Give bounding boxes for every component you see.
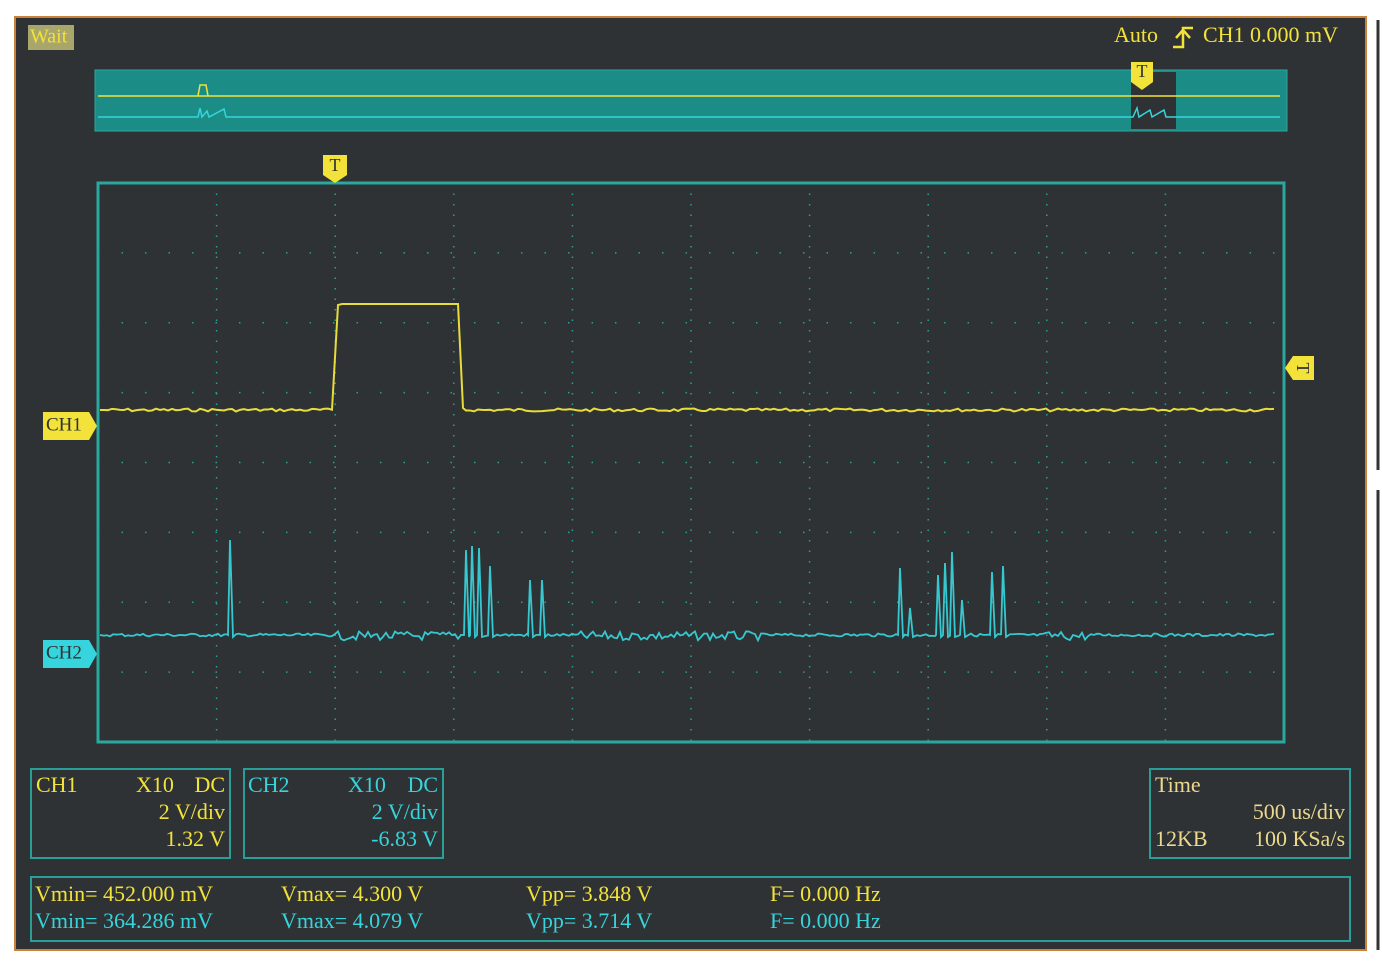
measurement: F= 0.000 Hz	[770, 908, 881, 933]
marker-label: CH2	[46, 642, 82, 663]
ch1-marker	[43, 412, 97, 440]
trigger-level-marker	[1285, 356, 1314, 380]
time-title: Time	[1155, 772, 1201, 797]
marker-label: T	[1293, 363, 1313, 374]
measurement: F= 0.000 Hz	[770, 881, 881, 906]
channel-name: CH2	[248, 772, 290, 797]
channel-name: CH1	[36, 772, 78, 797]
trigger-level: CH1 0.000 mV	[1203, 22, 1338, 47]
coupling: DC	[194, 772, 225, 797]
offset: -6.83 V	[371, 826, 438, 851]
graticule	[98, 183, 1284, 742]
status: Wait	[30, 26, 68, 48]
graticule-frame	[96, 181, 1286, 744]
ch2-waveform	[99, 539, 1275, 643]
trigger-position-marker	[323, 155, 347, 183]
overview-bar	[94, 69, 1288, 132]
measurement-panel	[30, 876, 1351, 942]
time-scale: 500 us/div	[1253, 799, 1345, 824]
ch1-panel	[30, 768, 231, 859]
volts-per-div: 2 V/div	[159, 799, 225, 824]
marker-label: CH1	[46, 414, 82, 435]
measurement: Vmin= 364.286 mV	[35, 908, 213, 933]
ch2-panel	[243, 768, 444, 859]
status-box	[28, 25, 74, 50]
volts-per-div: 2 V/div	[372, 799, 438, 824]
ch2-marker	[43, 640, 97, 668]
measurement: Vpp= 3.848 V	[526, 881, 652, 906]
ch1-waveform	[99, 303, 1275, 413]
trigger-edge-icon	[1173, 26, 1193, 49]
overview-trigger-marker	[1131, 62, 1153, 90]
marker-label: T	[1137, 61, 1148, 81]
measurement: Vmax= 4.079 V	[281, 908, 423, 933]
measurement: Vmax= 4.300 V	[281, 881, 423, 906]
measurements: Vmin= 452.000 mV Vmax= 4.300 V Vpp= 3.848 …	[35, 881, 881, 933]
probe: X10	[348, 772, 386, 797]
overview-ch2	[98, 105, 1280, 119]
memory-depth: 12KB	[1155, 826, 1208, 851]
overview-pulse	[197, 84, 209, 97]
probe: X10	[136, 772, 174, 797]
measurement: Vmin= 452.000 mV	[35, 881, 213, 906]
trigger-mode: Auto	[1114, 22, 1158, 47]
time-panel	[1149, 768, 1351, 859]
sample-rate: 100 KSa/s	[1254, 826, 1345, 851]
measurement: Vpp= 3.714 V	[526, 908, 652, 933]
coupling: DC	[407, 772, 438, 797]
offset: 1.32 V	[166, 826, 226, 851]
marker-label: T	[330, 155, 341, 175]
